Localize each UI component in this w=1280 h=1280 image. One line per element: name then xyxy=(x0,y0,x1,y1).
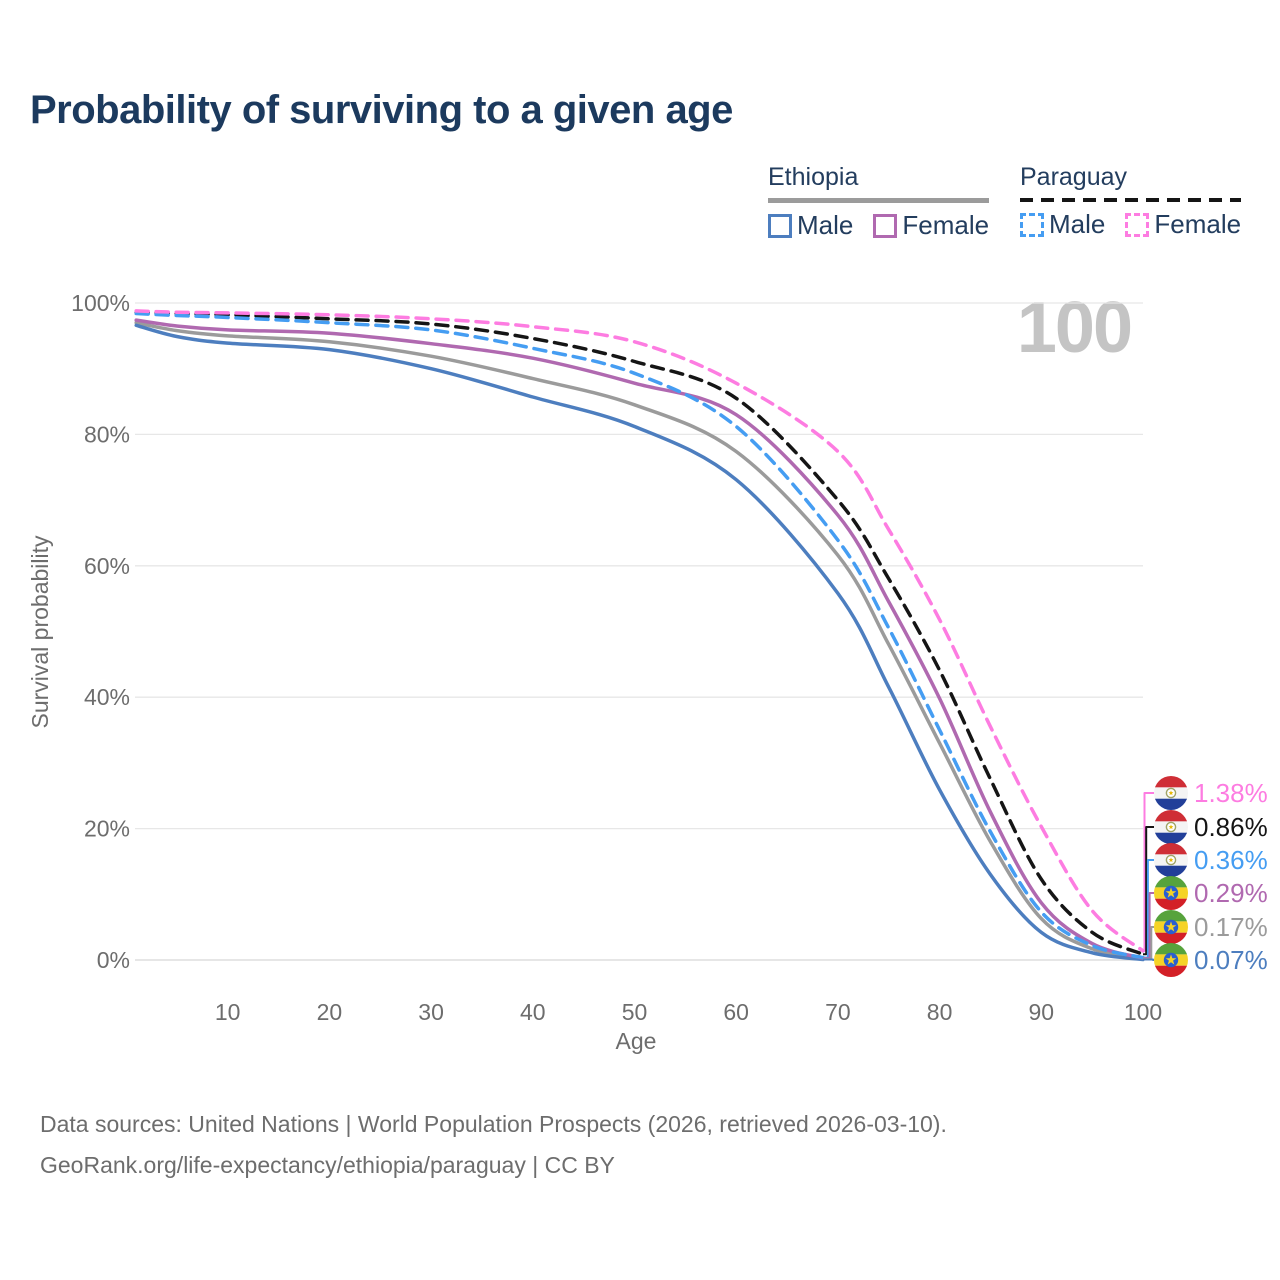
end-label-ethiopia-total: 0.17% xyxy=(1154,910,1268,944)
y-tick-60: 60% xyxy=(84,553,130,579)
source-url-text[interactable]: GeoRank.org/life-expectancy/ethiopia/par… xyxy=(40,1152,615,1178)
legend: Ethiopia Male Female Paraguay Male xyxy=(0,163,1280,243)
legend-swatch-paraguay-female-icon xyxy=(1125,212,1150,237)
x-tick-40: 40 xyxy=(520,999,546,1025)
legend-label-paraguay-female: Female xyxy=(1154,209,1242,239)
paraguay-flag-icon xyxy=(1154,776,1188,810)
ethiopia-flag-icon xyxy=(1154,943,1188,977)
x-tick-60: 60 xyxy=(723,999,749,1025)
legend-swatch-ethiopia-male-icon xyxy=(768,213,792,238)
connector-ethiopia-male xyxy=(1143,958,1154,961)
legend-label-ethiopia-female: Female xyxy=(902,210,990,240)
end-label-ethiopia-male: 0.07% xyxy=(1154,943,1268,977)
x-tick-30: 30 xyxy=(418,999,444,1025)
connector-paraguay-female xyxy=(1143,792,1154,952)
curve-ethiopia-total[interactable] xyxy=(134,320,1145,961)
legend-group-paraguay: Paraguay Male Female xyxy=(1020,163,1242,240)
legend-underline-paraguay xyxy=(1020,198,1242,202)
curve-ethiopia-female[interactable] xyxy=(134,318,1145,960)
y-tick-80: 80% xyxy=(84,421,130,447)
y-tick-0: 0% xyxy=(97,947,130,973)
curve-paraguay-male[interactable] xyxy=(134,311,1145,960)
end-label-value: 1.38% xyxy=(1194,777,1268,808)
end-label-value: 0.07% xyxy=(1194,944,1268,975)
x-tick-20: 20 xyxy=(317,999,343,1025)
x-tick-90: 90 xyxy=(1029,999,1055,1025)
legend-item-ethiopia-male[interactable]: Male xyxy=(768,210,853,241)
y-axis-title: Survival probability xyxy=(27,535,53,729)
y-tick-100: 100% xyxy=(71,290,130,316)
ethiopia-flag-icon xyxy=(1154,910,1188,944)
curve-ethiopia-male[interactable] xyxy=(134,323,1145,962)
legend-item-ethiopia-female[interactable]: Female xyxy=(873,210,989,241)
x-tick-80: 80 xyxy=(927,999,953,1025)
legend-item-paraguay-female[interactable]: Female xyxy=(1125,209,1241,240)
legend-swatch-paraguay-male-icon xyxy=(1020,212,1044,237)
end-label-value: 0.29% xyxy=(1194,877,1268,908)
end-label-value: 0.86% xyxy=(1194,811,1268,842)
end-label-value: 0.36% xyxy=(1194,844,1268,875)
end-label-ethiopia-female: 0.29% xyxy=(1154,876,1268,910)
x-tick-10: 10 xyxy=(215,999,241,1025)
x-axis-title: Age xyxy=(616,1028,657,1054)
paraguay-flag-icon xyxy=(1154,810,1188,844)
ethiopia-flag-icon xyxy=(1154,876,1188,910)
legend-label-ethiopia-male: Male xyxy=(797,210,854,240)
paraguay-flag-icon xyxy=(1154,843,1188,877)
end-label-paraguay-male: 0.36% xyxy=(1154,843,1268,877)
x-tick-100: 100 xyxy=(1124,999,1162,1025)
end-label-value: 0.17% xyxy=(1194,911,1268,942)
legend-group-ethiopia: Ethiopia Male Female xyxy=(768,163,990,241)
x-tick-70: 70 xyxy=(825,999,851,1025)
legend-swatch-ethiopia-female-icon xyxy=(873,213,898,238)
age-counter-watermark: 100 xyxy=(1016,288,1133,368)
y-tick-40: 40% xyxy=(84,684,130,710)
legend-label-paraguay-male: Male xyxy=(1049,209,1106,239)
curve-paraguay-total[interactable] xyxy=(134,310,1145,957)
curve-paraguay-female[interactable] xyxy=(134,309,1145,953)
end-label-paraguay-female: 1.38% xyxy=(1154,776,1268,810)
legend-header-paraguay: Paraguay xyxy=(1020,163,1128,191)
footer: Data sources: United Nations | World Pop… xyxy=(40,1104,947,1186)
legend-item-paraguay-male[interactable]: Male xyxy=(1020,209,1105,240)
page-title: Probability of surviving to a given age xyxy=(30,88,733,132)
end-label-paraguay-total: 0.86% xyxy=(1154,810,1268,844)
legend-underline-ethiopia xyxy=(768,198,990,203)
y-tick-20: 20% xyxy=(84,816,130,842)
connector-paraguay-total xyxy=(1143,826,1154,956)
data-sources-text: Data sources: United Nations | World Pop… xyxy=(40,1111,947,1137)
legend-header-ethiopia: Ethiopia xyxy=(768,163,859,191)
x-tick-50: 50 xyxy=(622,999,648,1025)
